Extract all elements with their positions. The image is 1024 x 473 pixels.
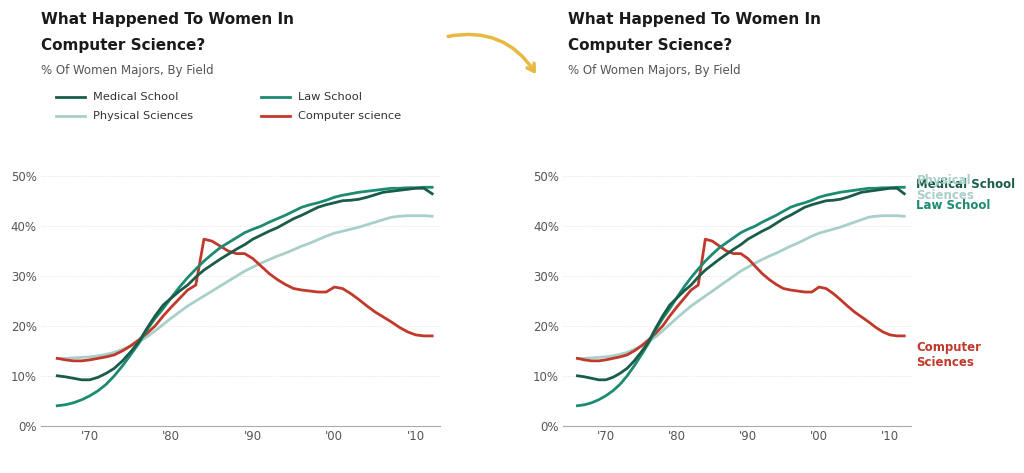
Text: Law School: Law School bbox=[298, 92, 362, 102]
Text: Computer Science?: Computer Science? bbox=[41, 38, 205, 53]
Text: Medical School: Medical School bbox=[93, 92, 178, 102]
Text: Physical
Sciences: Physical Sciences bbox=[916, 174, 975, 202]
Text: What Happened To Women In: What Happened To Women In bbox=[41, 12, 294, 27]
FancyArrowPatch shape bbox=[449, 35, 535, 71]
Text: Computer Science?: Computer Science? bbox=[568, 38, 732, 53]
Text: Medical School: Medical School bbox=[916, 178, 1016, 192]
Text: Computer
Sciences: Computer Sciences bbox=[916, 341, 981, 368]
Text: Physical Sciences: Physical Sciences bbox=[93, 111, 194, 121]
Text: Law School: Law School bbox=[916, 199, 991, 212]
Text: Computer science: Computer science bbox=[298, 111, 401, 121]
Text: % Of Women Majors, By Field: % Of Women Majors, By Field bbox=[41, 64, 214, 77]
Text: What Happened To Women In: What Happened To Women In bbox=[568, 12, 821, 27]
Text: % Of Women Majors, By Field: % Of Women Majors, By Field bbox=[568, 64, 741, 77]
